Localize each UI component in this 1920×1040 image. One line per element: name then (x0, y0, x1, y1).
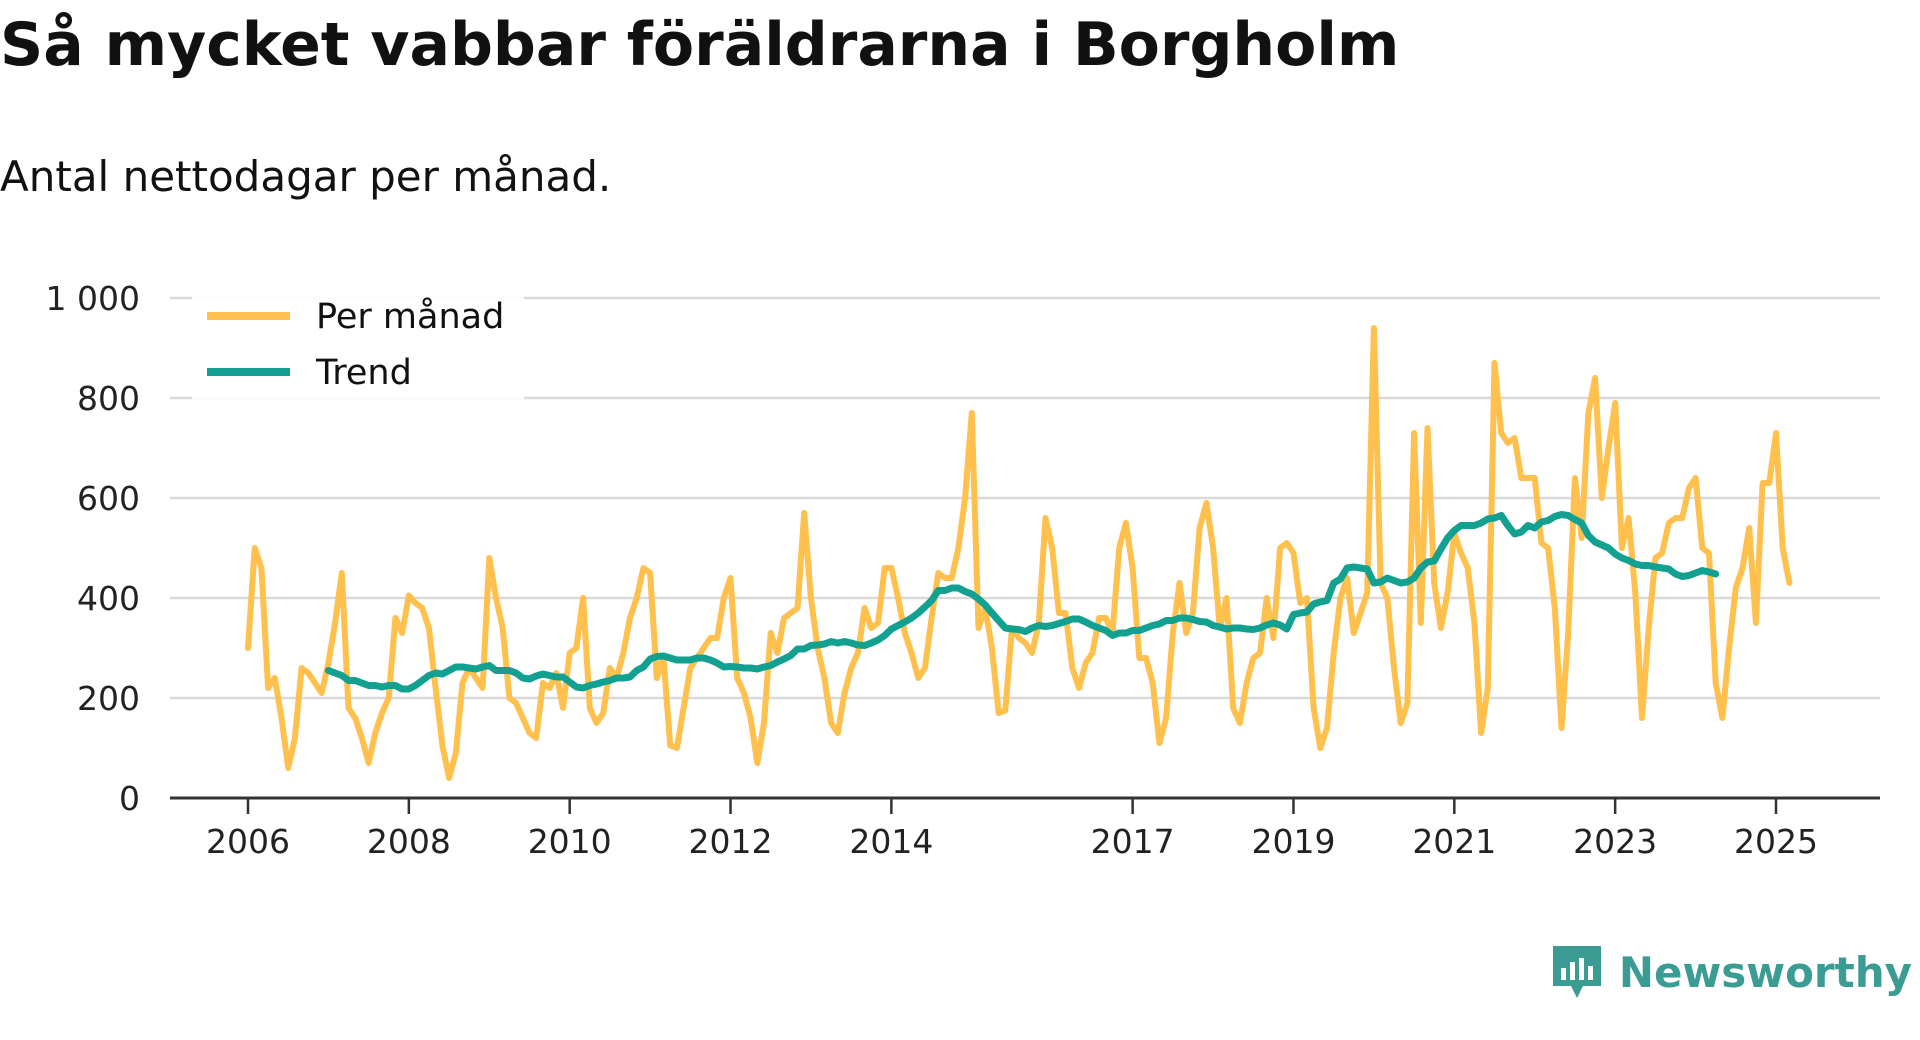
x-tick-label: 2019 (1251, 822, 1335, 861)
x-tick-label: 2010 (528, 822, 612, 861)
series-line-per-manad (245, 325, 1793, 781)
x-tick-label: 2025 (1734, 822, 1818, 861)
y-tick-label: 1 000 (46, 279, 140, 318)
y-tick-label: 600 (77, 479, 140, 518)
y-tick-label: 200 (77, 679, 140, 718)
x-tick-label: 2006 (206, 822, 290, 861)
x-tick-label: 2008 (367, 822, 451, 861)
x-tick-label: 2012 (689, 822, 773, 861)
y-tick-label: 0 (119, 779, 140, 818)
y-tick-label: 800 (77, 379, 140, 418)
x-tick-label: 2021 (1412, 822, 1496, 861)
series-layer (245, 325, 1793, 781)
newsworthy-logo: Newsworthy (1549, 942, 1912, 1002)
bar-chart-badge-icon (1552, 946, 1601, 998)
legend-label: Trend (315, 353, 412, 393)
legend-label: Per månad (316, 296, 504, 337)
chart-subtitle: Antal nettodagar per månad. (0, 152, 612, 201)
legend: Per månad Trend (192, 295, 524, 399)
y-tick-label: 400 (77, 579, 140, 618)
x-axis: 2006 2008 2010 2012 2014 2017 2019 2021 2023 2025 (170, 796, 1880, 861)
chart-title: Så mycket vabbar föräldrarna i Borgholm (0, 10, 1400, 80)
x-tick-label: 2017 (1091, 822, 1175, 861)
x-tick-label: 2014 (849, 822, 933, 861)
y-axis: 0 200 400 600 800 1 000 (46, 279, 140, 818)
series-line-trend (324, 511, 1720, 693)
brand-name: Newsworthy (1618, 947, 1912, 997)
x-tick-label: 2023 (1573, 822, 1657, 861)
